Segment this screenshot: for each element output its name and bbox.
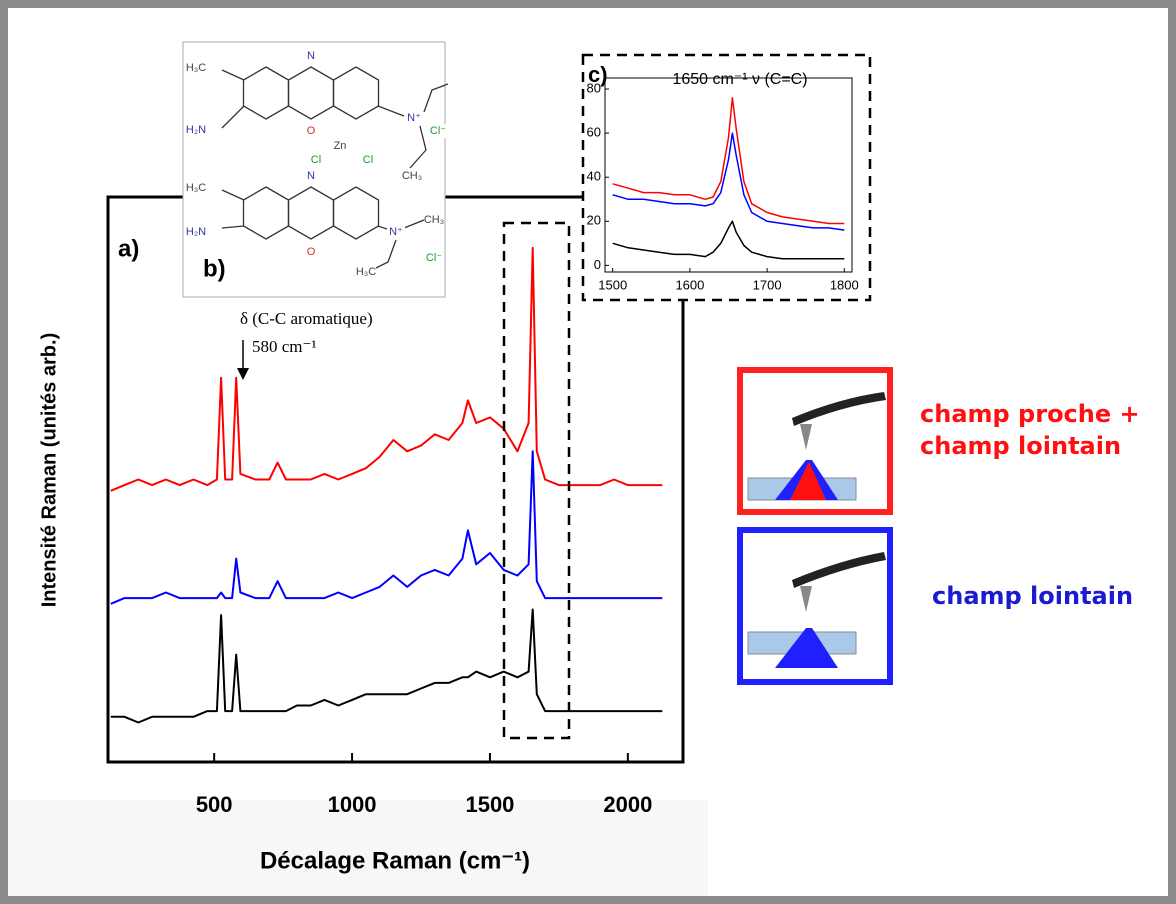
main-plot: 500 1000 1500 2000 [110,246,663,817]
y-tick-label: 40 [587,169,601,184]
atom-label: Zn [334,140,347,152]
atom-bg [425,213,443,227]
y-tick-label: 60 [587,125,601,140]
atom-label: Cl⁻ [430,125,446,137]
bond [409,125,427,169]
atom-label: Cl⁻ [426,252,442,264]
atom-label: CH₃ [402,170,422,182]
atom-label: H₃C [186,182,206,194]
y-axis-label: Intensité Raman (unités arb.) [38,333,60,608]
bond [423,83,449,113]
atom-label: O [307,125,316,137]
bond [375,239,397,269]
atom-bg [302,49,320,63]
far-field-icon [737,527,893,685]
bond [221,189,245,201]
series-line [612,132,845,231]
atom-label: N⁺ [389,226,403,238]
x-tick-label: 1500 [598,277,627,292]
x-axis-label: Décalage Raman (cm⁻¹) [260,847,530,874]
zoom-region [502,221,571,740]
annotation: 580 cm⁻¹ [252,337,317,356]
structure: H₃C N H₂N O N⁺ Cl⁻ Zn Cl Cl CH₃ H₃C N H₂N O N⁺ CH₃ H₃C Cl… [186,49,449,279]
y-tick-label: 20 [587,213,601,228]
atom-bg [302,124,320,138]
atom-bg [425,251,443,265]
bond [221,225,245,229]
atom-label: Cl [363,154,373,166]
series-line [110,450,663,605]
panel-label: b) [203,255,226,282]
atom-bg [302,169,320,183]
atom-bg [307,153,325,167]
x-tick-label: 1800 [830,277,859,292]
atom-bg [403,169,421,183]
panel-label: a) [118,235,139,262]
atom-label: O [307,246,316,258]
atom-label: H₃C [186,62,206,74]
arrow-head [237,368,249,380]
atom-bg [302,245,320,259]
atom-bg [187,123,205,137]
bond [221,69,245,81]
x-tick-label: 1600 [675,277,704,292]
atom-bg [187,181,205,195]
series-line [110,608,663,724]
bond [377,105,405,117]
atom-label: H₂N [186,226,206,238]
atom-bg [357,265,375,279]
atom-label: CH₃ [424,214,444,226]
atom-label: N⁺ [407,112,421,124]
atom-label: Cl [311,154,321,166]
ring [332,186,380,240]
series-line [612,220,845,260]
atom-label: N [307,170,315,182]
x-tick-label: 1000 [328,792,377,817]
x-tick-label: 2000 [603,792,652,817]
bond [221,105,245,129]
atom-bg [405,111,423,125]
atom-label: N [307,50,315,62]
series-line [110,246,663,492]
atom-bg [429,124,447,138]
inset-plot: 1500 1600 1700 1800 0 20 40 60 80 [587,77,859,292]
inset-frame [581,53,872,302]
axes-frame [604,77,853,273]
series-line [612,97,845,225]
inset-title: 1650 cm⁻¹ ν (C=C) [672,71,807,88]
annotation: δ (C-C aromatique) [240,309,373,328]
y-tick-label: 80 [587,80,601,95]
atom-label: H₂N [186,124,206,136]
near-field-icon [737,367,893,515]
legend-entry: champ lointain [932,582,1134,610]
bond [403,219,425,229]
x-tick-label: 1700 [753,277,782,292]
atom-bg [331,139,349,153]
legend-entry: champ proche + champ lointain [920,400,1140,460]
x-tick-label: 1500 [465,792,514,817]
atom-bg [359,153,377,167]
y-tick-label: 0 [594,257,601,272]
ring [332,66,380,120]
atom-label: H₃C [356,266,376,278]
x-tick-label: 500 [196,792,233,817]
panel-label: c) [588,62,608,87]
atom-bg [387,225,405,239]
caption-strip [8,800,708,896]
atom-bg [187,61,205,75]
atom-bg [187,225,205,239]
